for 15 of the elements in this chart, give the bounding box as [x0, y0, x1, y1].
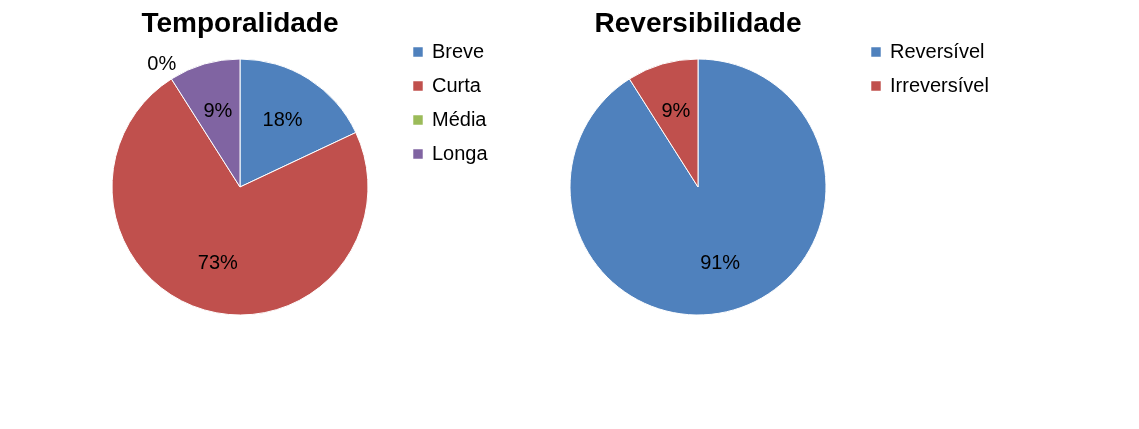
data-label: 18% [262, 107, 303, 130]
legend-label: Breve [432, 40, 485, 62]
data-label: 9% [203, 98, 233, 121]
data-label: 9% [661, 98, 691, 121]
legend-label: Longa [432, 142, 489, 164]
data-label: 73% [197, 251, 239, 274]
chart-title: Reversibilidade [594, 7, 802, 38]
legend-label: Média [432, 108, 488, 130]
legend-label: Irreversível [890, 74, 989, 96]
chart-title: Temporalidade [141, 7, 339, 38]
data-label: 91% [700, 251, 741, 274]
text: 0% [147, 51, 177, 74]
legend-label: Reversível [890, 40, 985, 62]
legend-label: Curta [432, 74, 482, 96]
pie-slice [569, 58, 827, 316]
